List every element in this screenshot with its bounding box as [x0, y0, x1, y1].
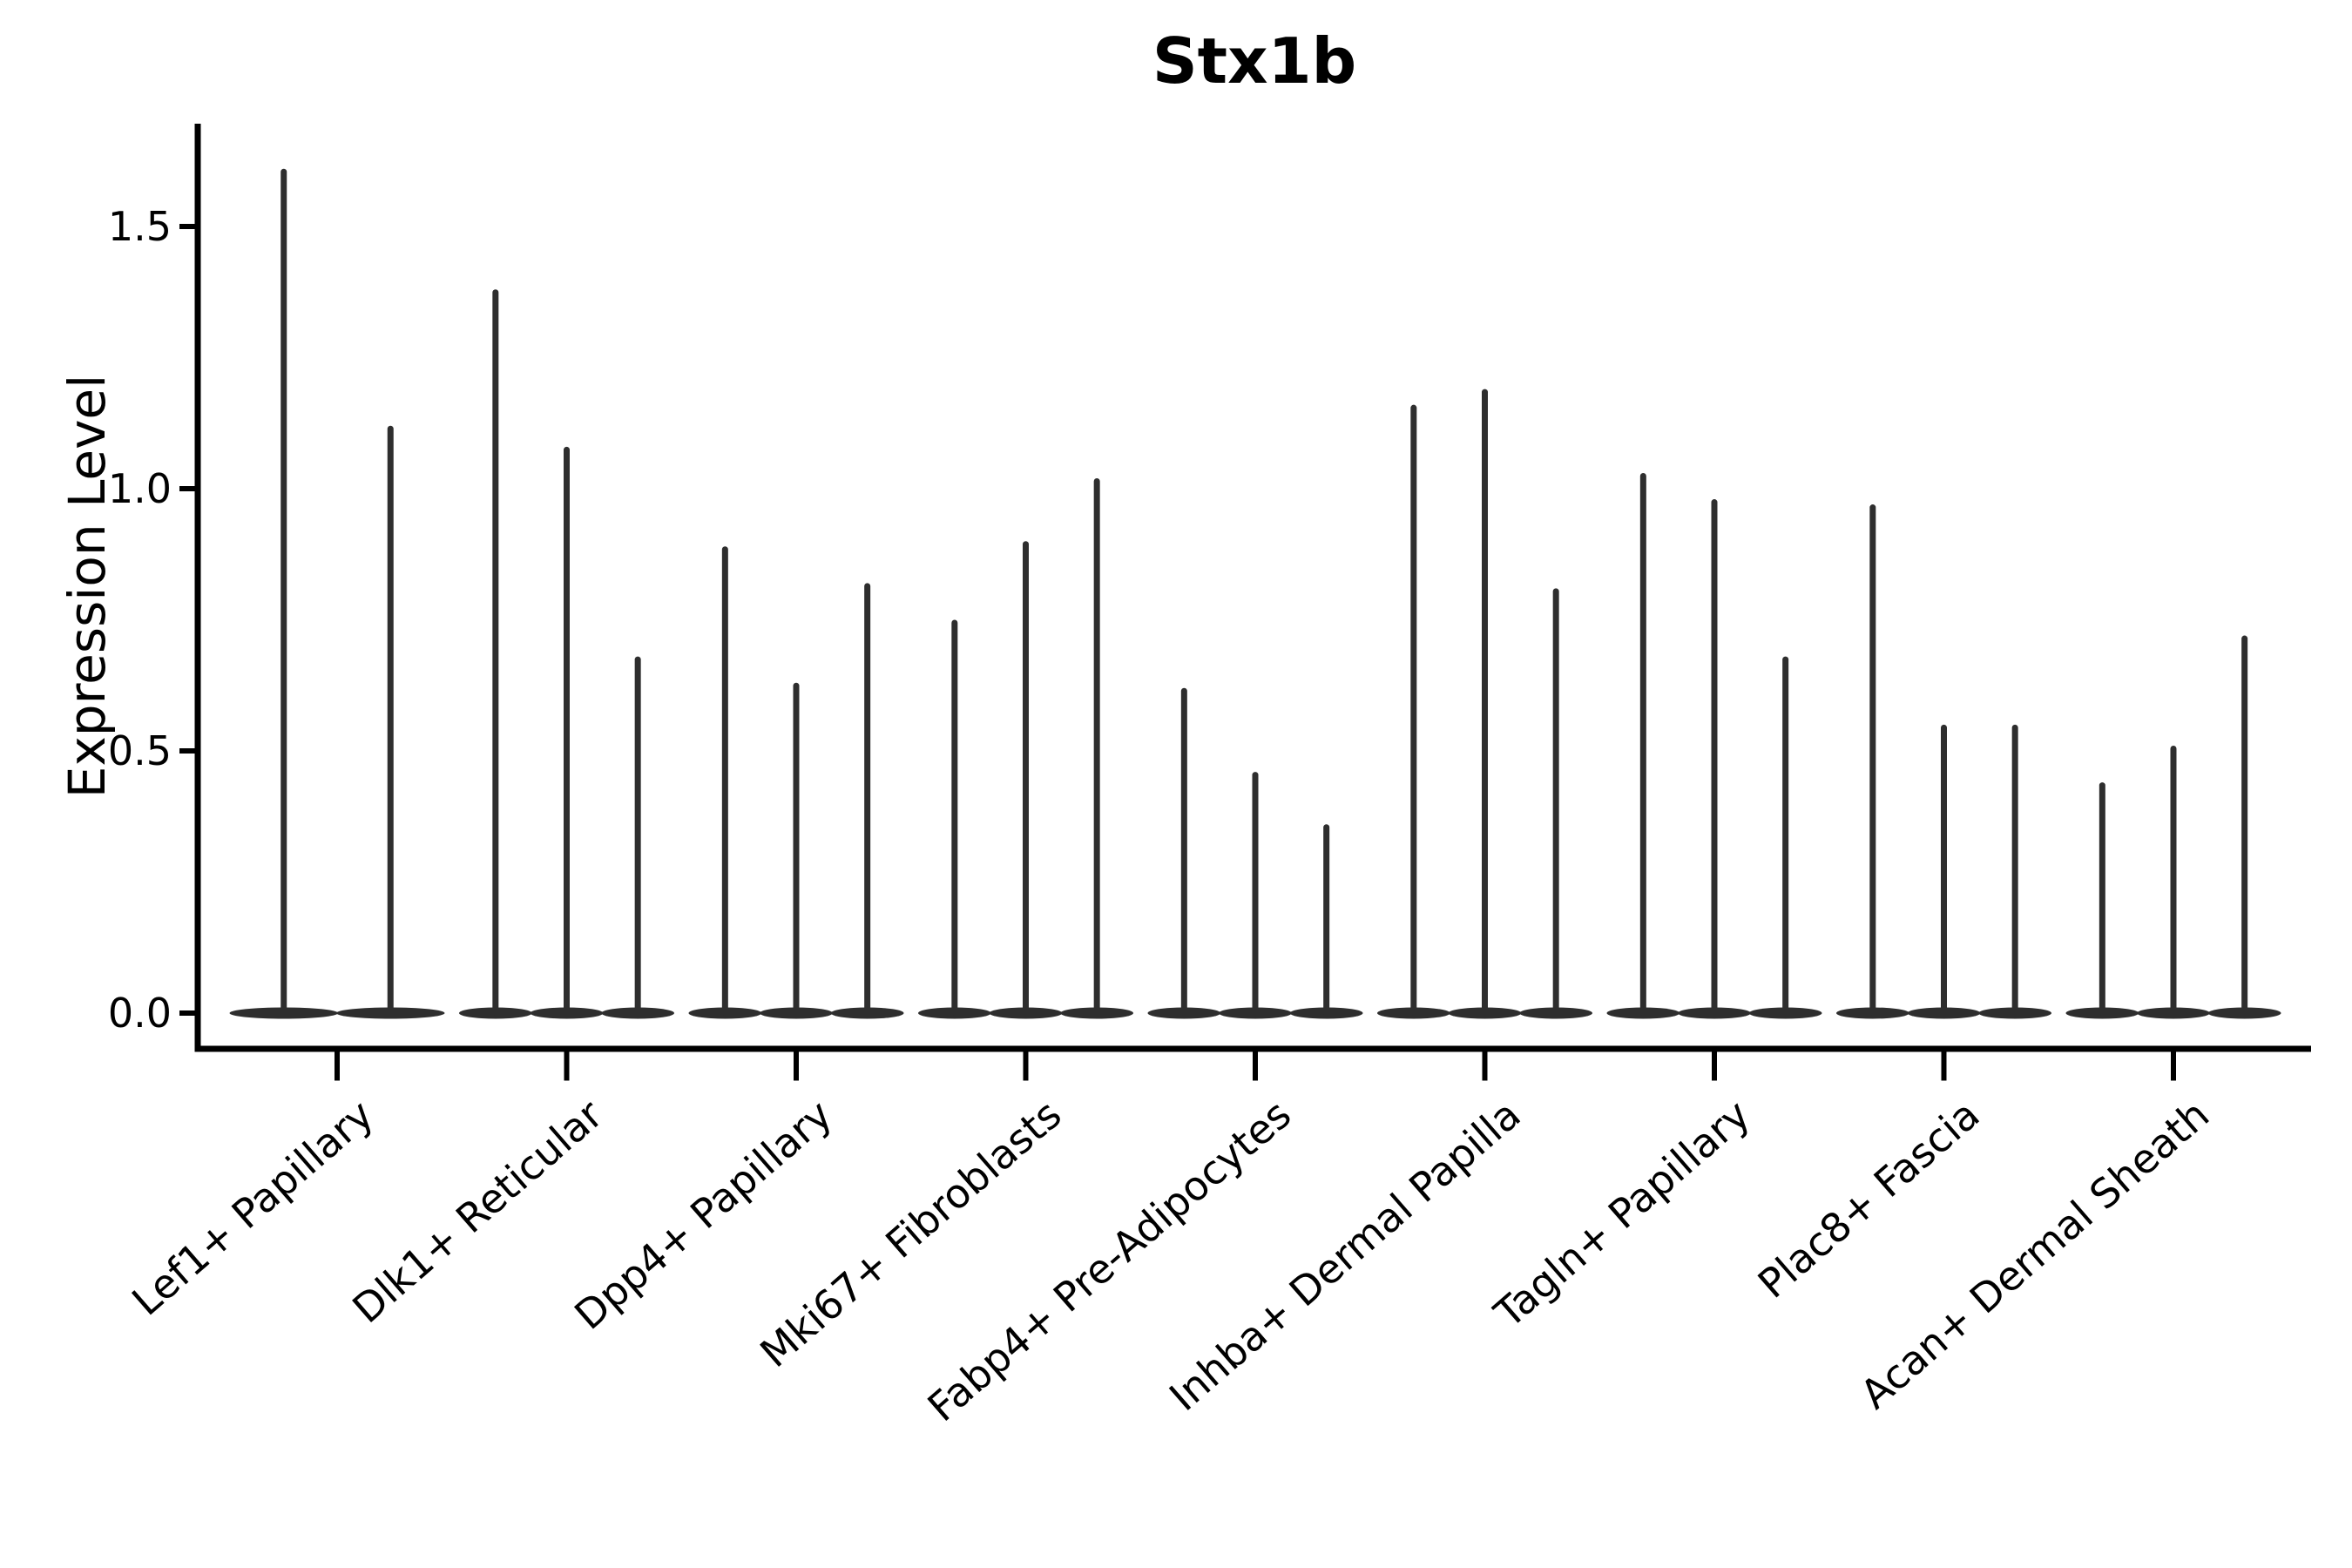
violin-spike	[2241, 635, 2248, 1016]
y-tick-label: 1.0	[107, 465, 172, 512]
chart-title: Stx1b	[1152, 24, 1357, 98]
violin-spike	[1323, 824, 1330, 1016]
violin-spike	[2099, 782, 2105, 1016]
x-tick	[1482, 1051, 1488, 1081]
x-tick	[1712, 1051, 1717, 1081]
violin-spike	[564, 446, 570, 1016]
x-tick	[1253, 1051, 1258, 1081]
violin-spike	[280, 168, 287, 1016]
x-axis-spine	[194, 1045, 2311, 1052]
x-tick	[564, 1051, 570, 1081]
violin-spike	[721, 546, 728, 1016]
violin-spike	[1093, 477, 1100, 1016]
violin-spike	[2011, 724, 2018, 1016]
y-tick	[179, 748, 198, 754]
violin-spike	[1782, 656, 1789, 1016]
violin-spike	[2170, 745, 2177, 1016]
x-tick	[1023, 1051, 1029, 1081]
x-tick	[335, 1051, 340, 1081]
violin-spike	[1410, 404, 1417, 1016]
y-tick-label: 0.0	[107, 990, 172, 1037]
violin-spike	[1869, 504, 1876, 1016]
y-tick-label: 0.5	[107, 727, 172, 774]
x-tick	[2171, 1051, 2176, 1081]
violin-spike	[1941, 724, 1947, 1016]
violin-spike	[1180, 687, 1187, 1016]
y-tick-label: 1.5	[107, 203, 172, 250]
violin-spike	[864, 583, 871, 1016]
violin-spike	[634, 656, 641, 1016]
violin-spike	[1552, 588, 1559, 1016]
violin-spike	[492, 289, 499, 1016]
y-axis-spine	[194, 124, 201, 1052]
y-tick	[179, 224, 198, 229]
violin-spike	[1023, 541, 1029, 1016]
y-tick	[179, 1010, 198, 1016]
violin-spike	[793, 682, 800, 1016]
violin-spike	[387, 425, 394, 1016]
y-tick	[179, 486, 198, 491]
violin-spike	[1252, 772, 1259, 1016]
violin-spike	[1639, 472, 1646, 1016]
x-tick	[794, 1051, 799, 1081]
violin-spike	[951, 619, 958, 1016]
violin-spike	[1711, 499, 1718, 1016]
violin-spike	[1482, 389, 1488, 1016]
x-tick	[1941, 1051, 1947, 1081]
